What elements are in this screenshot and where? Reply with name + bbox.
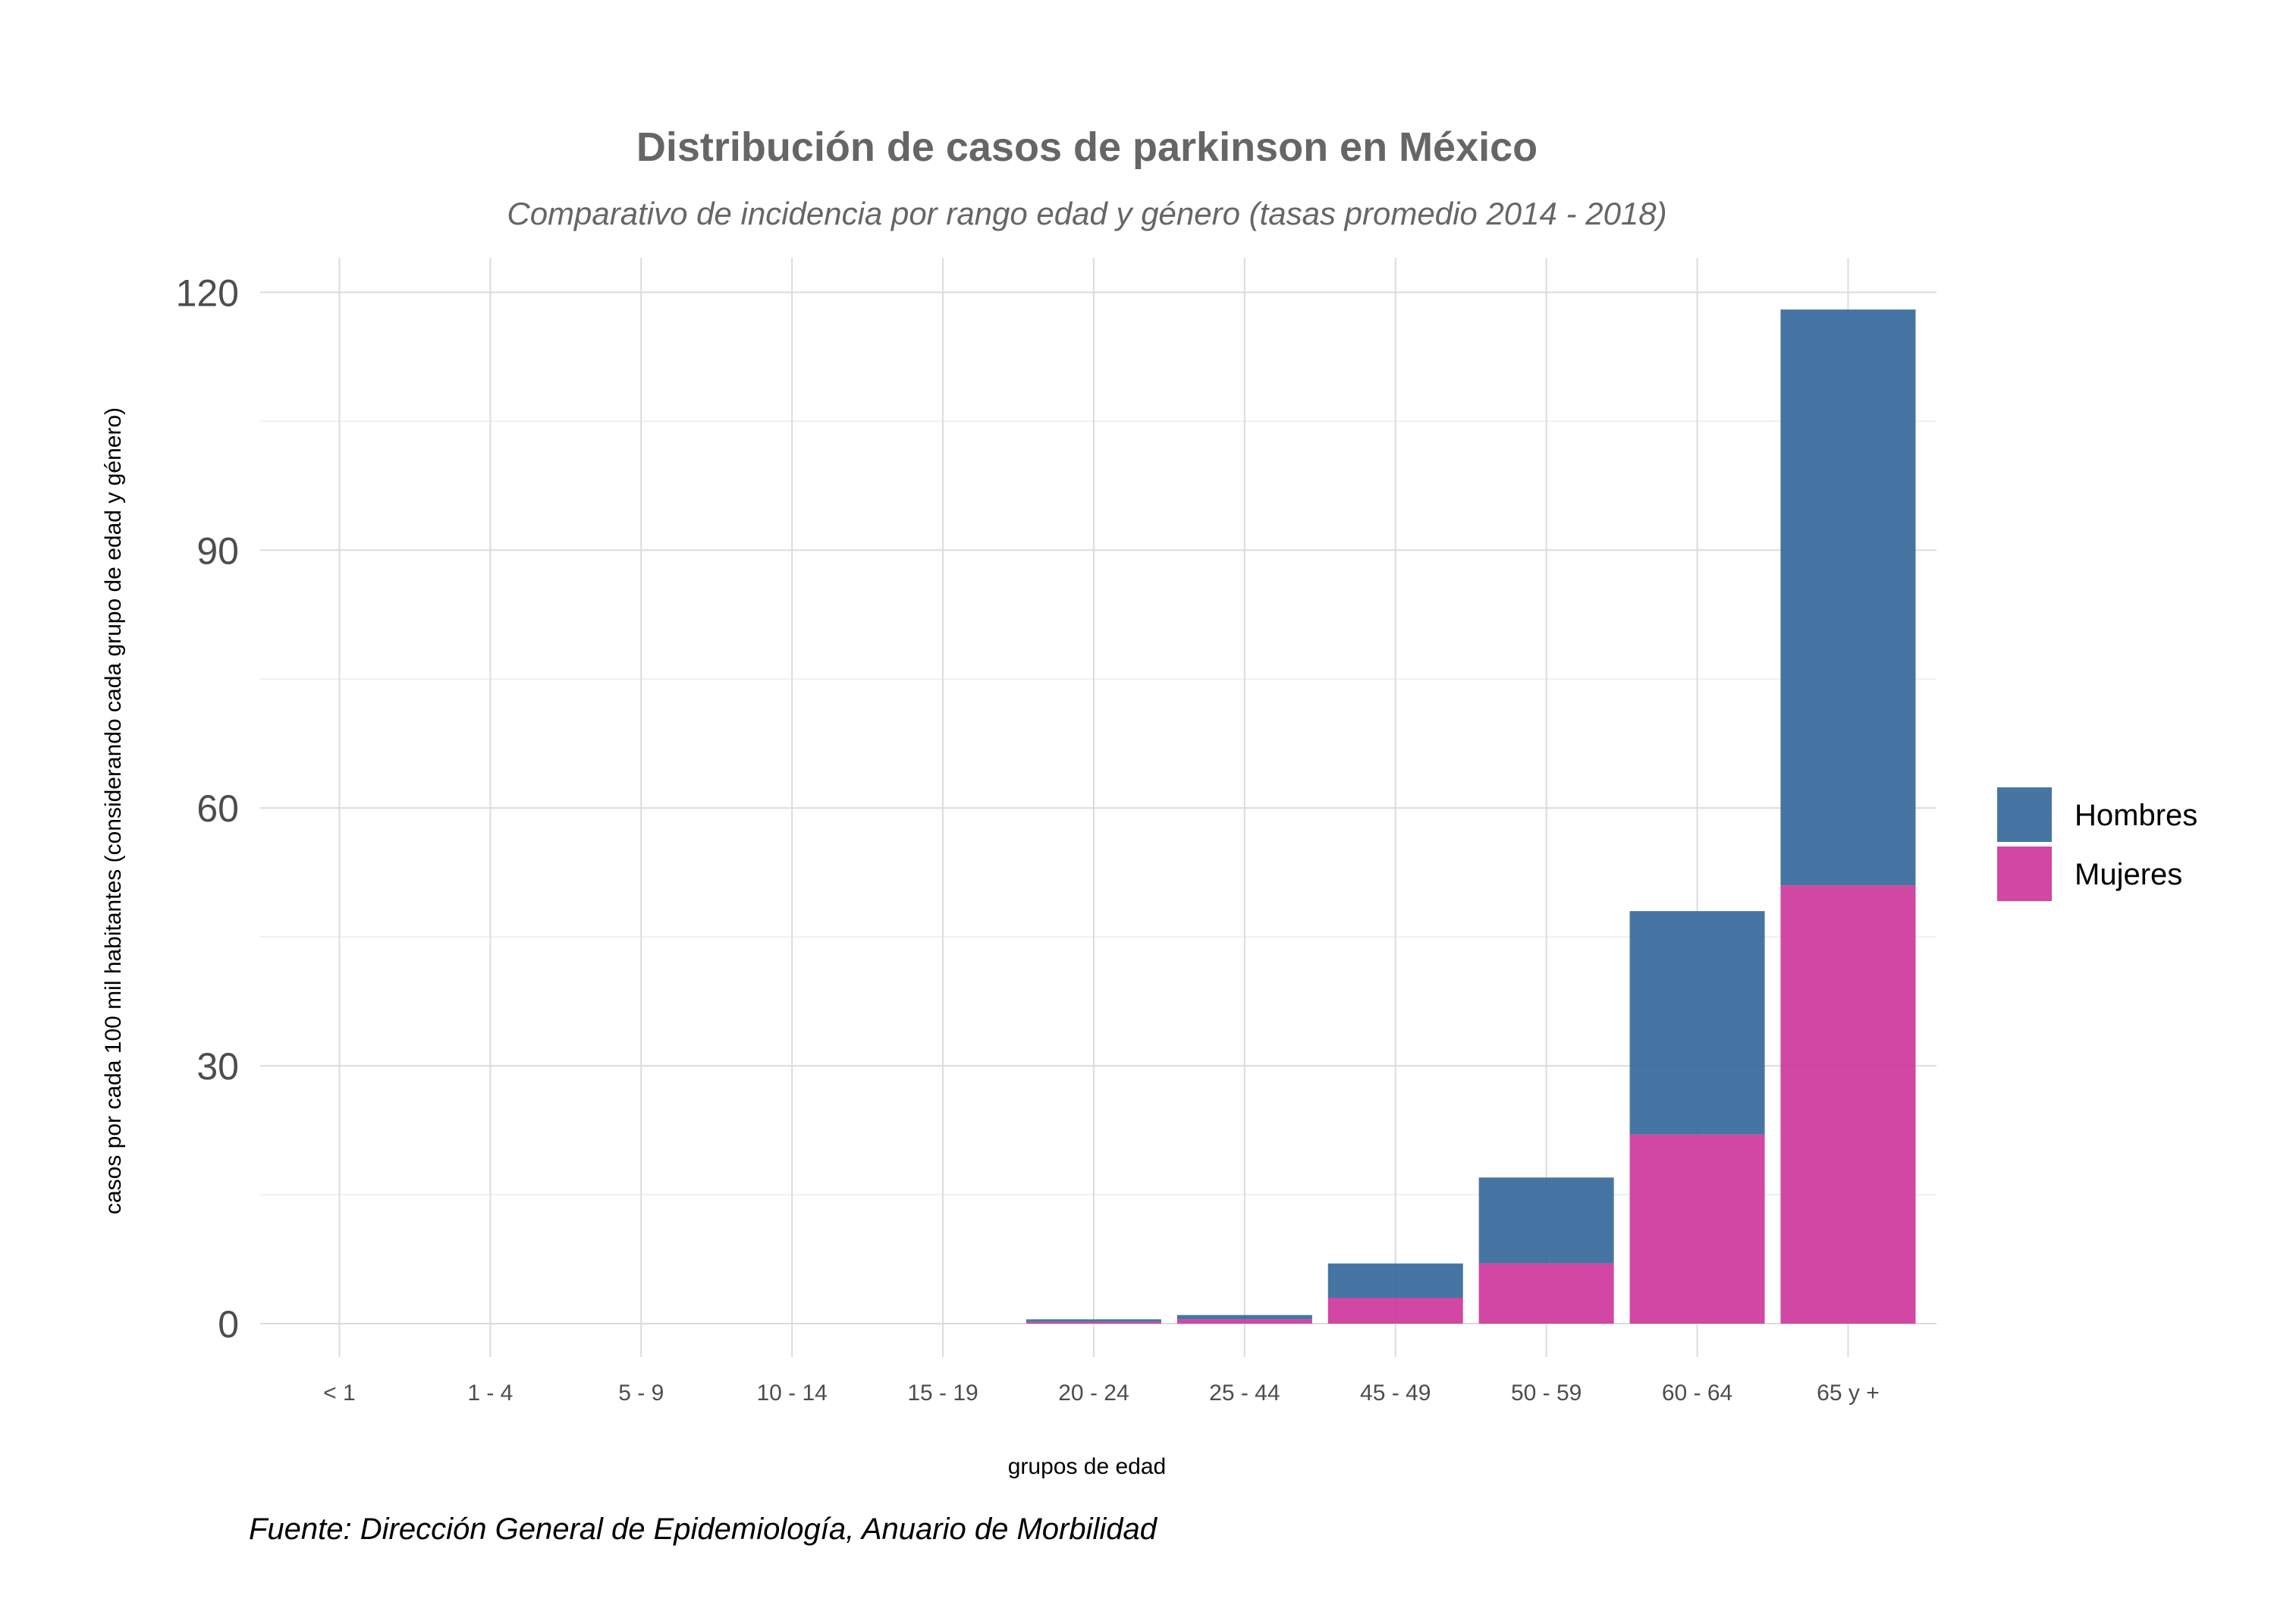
legend-label-hombres: Hombres [2075,799,2197,832]
bar-hombres-7 [1327,1263,1463,1299]
y-tick-label: 60 [196,787,239,830]
bar-hombres-6 [1176,1315,1312,1320]
x-tick-label: 45 - 49 [1360,1381,1431,1406]
y-tick-label: 30 [196,1045,239,1088]
y-tick-label: 120 [176,272,239,314]
y-axis-title: casos por cada 100 mil habitantes (consi… [101,407,126,1214]
bar-mujeres-5 [1026,1321,1161,1324]
x-tick-label: 5 - 9 [618,1381,664,1406]
legend-key-mujeres [1997,847,2052,901]
chart-subtitle: Comparativo de incidencia por rango edad… [507,196,1666,231]
x-axis-ticks: < 1 1 - 4 5 - 9 10 - 14 15 - 19 20 - 24 25 - 4… [323,1381,1880,1406]
y-axis-ticks: 0 30 60 90 120 [176,272,239,1346]
x-tick-label: < 1 [323,1381,356,1406]
bar-hombres-9 [1629,911,1765,1135]
legend: Hombres Mujeres [1997,787,2197,901]
x-tick-label: 60 - 64 [1662,1381,1732,1406]
legend-label-mujeres: Mujeres [2075,858,2182,891]
bar-mujeres-10 [1780,885,1916,1324]
x-tick-label: 10 - 14 [756,1381,827,1406]
y-tick-label: 90 [196,529,239,572]
x-tick-label: 25 - 44 [1209,1381,1280,1406]
x-tick-label: 15 - 19 [907,1381,978,1406]
bar-mujeres-8 [1478,1263,1614,1324]
bar-hombres-10 [1780,309,1916,886]
legend-key-hombres [1997,787,2052,842]
x-tick-label: 50 - 59 [1511,1381,1582,1406]
bar-hombres-8 [1478,1177,1614,1264]
bar-mujeres-6 [1176,1319,1312,1324]
x-tick-label: 65 y + [1817,1381,1880,1406]
bar-hombres-5 [1026,1319,1161,1322]
x-tick-label: 1 - 4 [467,1381,513,1406]
bars [1026,309,1916,1324]
chart-title: Distribución de casos de parkinson en Mé… [636,124,1538,170]
bar-mujeres-9 [1629,1134,1765,1324]
bar-mujeres-7 [1327,1298,1463,1324]
chart-caption: Fuente: Dirección General de Epidemiolog… [249,1512,1158,1546]
x-tick-label: 20 - 24 [1058,1381,1129,1406]
x-axis-title: grupos de edad [1008,1454,1167,1479]
y-tick-label: 0 [218,1303,239,1346]
